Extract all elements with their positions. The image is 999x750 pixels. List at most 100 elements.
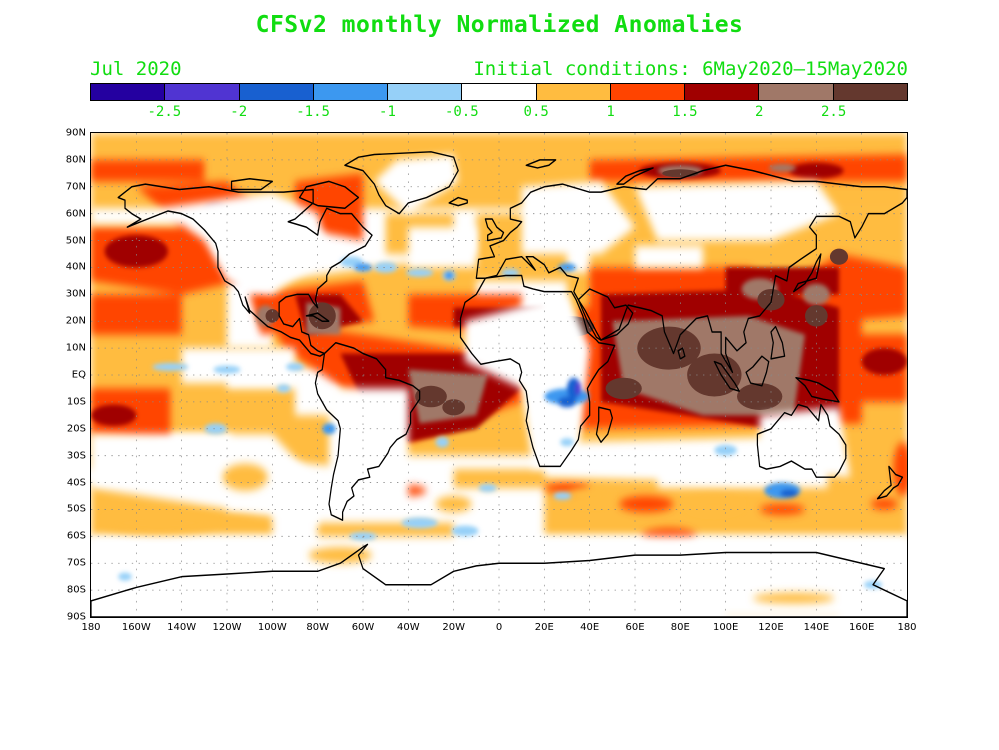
colorbar-swatch — [312, 84, 388, 100]
europe-neutral — [521, 181, 635, 254]
longitude-label: 80E — [670, 622, 690, 633]
latitude-label: 80N — [65, 154, 86, 166]
south-pacific-neutral — [91, 434, 318, 523]
latitude-label: 60N — [65, 208, 86, 220]
latitude-label: 10N — [65, 342, 86, 354]
anomaly-region — [893, 442, 907, 496]
longitude-label: 60W — [351, 622, 375, 633]
anomaly-region — [102, 512, 216, 534]
colorbar-tick-label: 1 — [606, 104, 615, 120]
colorbar-tick-label: -2.5 — [147, 104, 182, 120]
longitude-label: 100E — [712, 622, 739, 633]
coast-japan — [793, 253, 822, 293]
colorbar-tick-label: -0.5 — [444, 104, 479, 120]
colorbar-tick-label: -2 — [230, 104, 248, 120]
coast-africa — [459, 274, 616, 468]
africa-neutral — [465, 294, 590, 470]
anomaly-region — [91, 294, 182, 335]
coastlines — [91, 151, 907, 617]
longitude-label: 20W — [442, 622, 465, 633]
colorbar-tick-label: 0.5 — [523, 104, 549, 120]
longitude-label: 0 — [495, 622, 503, 633]
anomaly-region — [802, 283, 830, 306]
coast-new-guinea — [795, 376, 840, 403]
latitude-label: 40S — [66, 477, 86, 489]
anomaly-region — [789, 162, 844, 179]
anomaly-region — [870, 498, 898, 510]
colorbar-swatch — [758, 84, 833, 100]
longitude-label: 100W — [257, 622, 287, 633]
anomaly-region — [91, 159, 205, 182]
greenland-neutral — [374, 154, 459, 214]
coast-uk — [484, 218, 505, 242]
coast-arabia — [577, 288, 634, 341]
latitude-label: 20S — [66, 423, 86, 435]
colorbar-swatch — [609, 84, 685, 100]
coast-cuba — [305, 312, 330, 322]
coast-antarctica — [91, 543, 907, 617]
coast-iceland — [448, 196, 468, 207]
negative-anomaly — [213, 365, 241, 374]
strong-negative-anomaly — [575, 381, 582, 396]
colorbar-tick-label: 2.5 — [820, 104, 847, 120]
negative-anomaly — [276, 384, 291, 393]
coast-philippines — [770, 325, 786, 360]
negative-anomaly — [557, 396, 577, 408]
coast-eurasia — [475, 164, 907, 374]
coast-north-america — [117, 183, 373, 357]
coast-madagascar — [595, 406, 613, 443]
negative-anomaly — [478, 483, 497, 492]
colorbar-swatch — [164, 84, 239, 100]
south-indian-neutral — [544, 450, 771, 483]
colorbar-swatch — [461, 84, 536, 100]
anomaly-region — [181, 348, 295, 384]
coast-victoria-island — [230, 177, 273, 191]
negative-anomaly — [118, 572, 132, 581]
latitude-label: 40N — [65, 261, 86, 273]
forecast-month: Jul 2020 — [90, 58, 182, 80]
anomaly-region — [635, 245, 703, 268]
latitude-label: 60S — [66, 530, 86, 542]
coast-borneo — [745, 355, 770, 387]
anomaly-region — [605, 377, 642, 400]
longitude-label: 20E — [534, 622, 554, 633]
negative-anomaly — [204, 423, 227, 435]
latitude-label: 70N — [65, 181, 86, 193]
longitude-label: 120E — [758, 622, 784, 633]
negative-anomaly — [714, 444, 737, 456]
anomaly-map — [90, 132, 908, 618]
coast-novaya-zemlya — [616, 167, 654, 185]
chart-title: CFSv2 monthly Normalized Anomalies — [255, 12, 744, 38]
longitude-label: 140E — [803, 622, 830, 633]
anomaly-region — [768, 163, 796, 172]
anomaly-region — [737, 383, 783, 410]
anomaly-region — [687, 496, 742, 513]
australia-neutral — [759, 407, 851, 478]
coast-sumatra — [713, 360, 740, 392]
anomaly-region — [265, 309, 280, 323]
latitude-label: 90S — [66, 611, 86, 623]
colorbar-tick-label: 1.5 — [672, 104, 698, 120]
anomaly-region — [91, 404, 137, 427]
longitude-label: 160E — [848, 622, 875, 633]
longitude-label: 180 — [897, 622, 917, 633]
negative-anomaly — [285, 362, 305, 371]
latitude-label: 70S — [66, 557, 86, 569]
negative-anomaly — [401, 517, 438, 529]
anomaly-region — [442, 399, 465, 416]
indian-ocean-brown — [637, 326, 701, 370]
north-atlantic-neutral — [408, 227, 477, 268]
anomaly-region — [752, 592, 835, 604]
latitude-label: 50S — [66, 503, 86, 515]
negative-anomaly — [406, 268, 434, 277]
negative-anomaly — [353, 263, 373, 272]
initial-conditions: Initial conditions: 6May2020–15May2020 — [473, 58, 908, 80]
anomaly-fields — [91, 133, 907, 617]
longitude-label: 40E — [580, 622, 600, 633]
anomaly-region — [861, 348, 907, 375]
coast-sri-lanka — [677, 347, 686, 360]
coast-svalbard — [525, 159, 557, 169]
latitude-label: 90N — [65, 127, 86, 139]
longitude-label: 180 — [81, 622, 101, 633]
negative-anomaly — [152, 362, 189, 371]
